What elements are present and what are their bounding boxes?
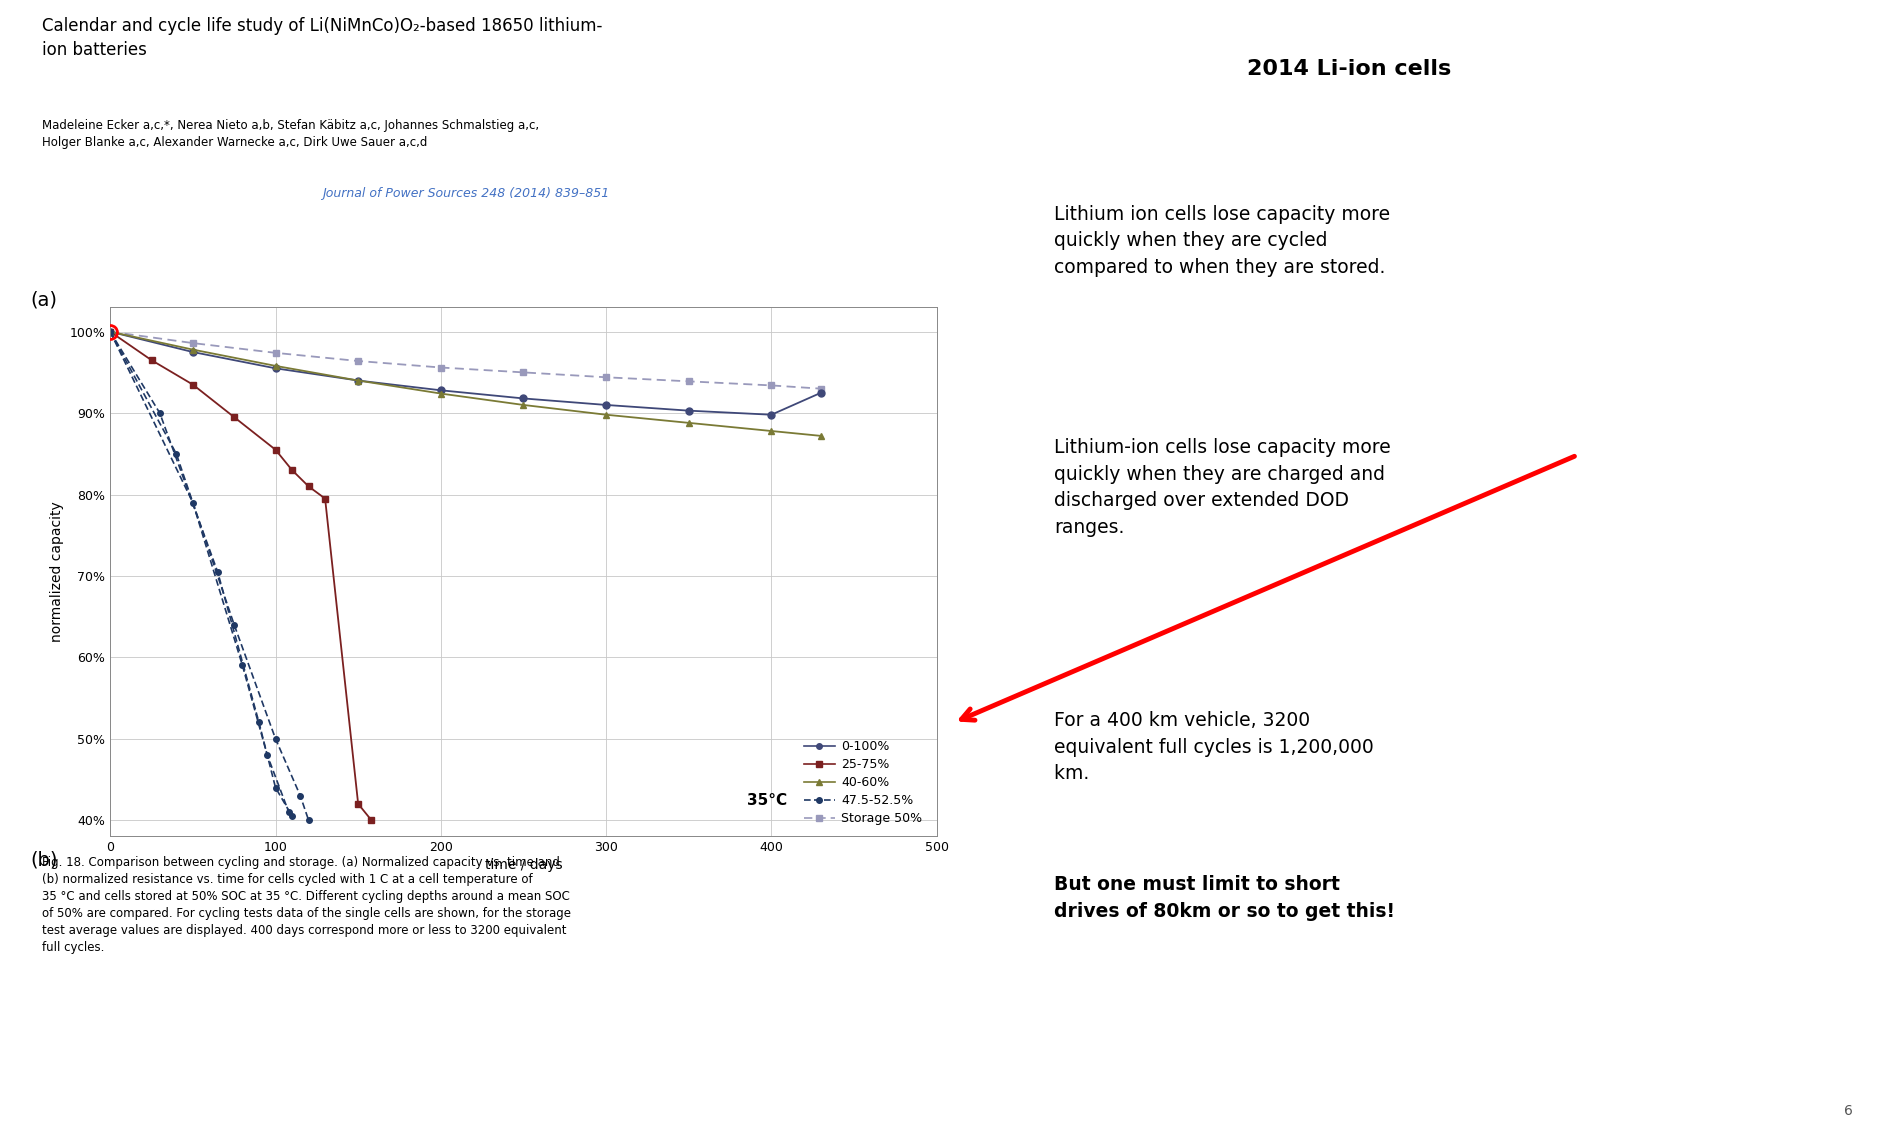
Text: Calendar and cycle life study of Li(NiMnCo)O₂-based 18650 lithium-
ion batteries: Calendar and cycle life study of Li(NiMn… — [42, 17, 602, 59]
0-100% — [429, 384, 452, 397]
25-75% — [180, 378, 205, 391]
25-75% — [99, 324, 122, 338]
0-100% — [180, 345, 205, 358]
Text: (b): (b) — [30, 850, 57, 869]
Storage 50% — [760, 379, 783, 393]
Storage 50% — [595, 371, 618, 385]
Text: For a 400 km vehicle, 3200
equivalent full cycles is 1,200,000
km.: For a 400 km vehicle, 3200 equivalent fu… — [1054, 711, 1374, 783]
0-100% — [760, 407, 783, 421]
Storage 50% — [511, 365, 536, 379]
40-60% — [809, 429, 832, 443]
0-100% — [595, 398, 618, 412]
25-75% — [281, 463, 304, 477]
0-100% — [99, 324, 122, 338]
25-75% — [141, 353, 163, 366]
Text: Journal of Power Sources 248 (2014) 839–851: Journal of Power Sources 248 (2014) 839–… — [321, 187, 610, 199]
40-60% — [264, 360, 287, 373]
25-75% — [359, 814, 382, 827]
47.5-52.5% — [148, 406, 171, 420]
40-60% — [595, 407, 618, 421]
25-75% — [296, 479, 319, 493]
Line: 25-75%: 25-75% — [106, 328, 374, 824]
X-axis label: time / days: time / days — [484, 858, 562, 873]
Legend: 0-100%, 25-75%, 40-60%, 47.5-52.5%, Storage 50%: 0-100%, 25-75%, 40-60%, 47.5-52.5%, Stor… — [804, 740, 921, 825]
Storage 50% — [264, 346, 287, 360]
Storage 50% — [676, 374, 699, 388]
40-60% — [760, 424, 783, 438]
Text: Lithium ion cells lose capacity more
quickly when they are cycled
compared to wh: Lithium ion cells lose capacity more qui… — [1054, 205, 1391, 277]
0-100% — [264, 362, 287, 376]
Line: 40-60%: 40-60% — [106, 328, 825, 439]
0-100% — [346, 373, 369, 387]
Line: 47.5-52.5%: 47.5-52.5% — [108, 329, 294, 819]
Text: 35°C: 35°C — [747, 793, 787, 808]
Text: 2014 Li-ion cells: 2014 Li-ion cells — [1246, 59, 1452, 80]
Storage 50% — [809, 382, 832, 396]
47.5-52.5% — [99, 324, 122, 338]
40-60% — [676, 417, 699, 430]
0-100% — [511, 391, 536, 405]
47.5-52.5% — [281, 809, 304, 823]
47.5-52.5% — [264, 781, 287, 794]
25-75% — [314, 492, 336, 505]
Text: But one must limit to short
drives of 80km or so to get this!: But one must limit to short drives of 80… — [1054, 875, 1395, 921]
Text: (a): (a) — [30, 290, 57, 310]
Text: Fig. 18. Comparison between cycling and storage. (a) Normalized capacity vs. tim: Fig. 18. Comparison between cycling and … — [42, 856, 570, 954]
25-75% — [264, 443, 287, 456]
25-75% — [222, 411, 245, 424]
Storage 50% — [99, 324, 122, 338]
25-75% — [346, 797, 369, 810]
FancyArrowPatch shape — [961, 456, 1575, 720]
0-100% — [676, 404, 699, 418]
0-100% — [809, 386, 832, 399]
40-60% — [346, 373, 369, 387]
Storage 50% — [429, 361, 452, 374]
Line: 0-100%: 0-100% — [106, 328, 825, 418]
Text: Madeleine Ecker a,c,*, Nerea Nieto a,b, Stefan Käbitz a,c, Johannes Schmalstieg : Madeleine Ecker a,c,*, Nerea Nieto a,b, … — [42, 119, 540, 149]
Y-axis label: normalized capacity: normalized capacity — [49, 502, 65, 642]
40-60% — [511, 398, 536, 412]
Line: Storage 50%: Storage 50% — [106, 328, 825, 393]
Storage 50% — [180, 336, 205, 349]
47.5-52.5% — [207, 564, 230, 578]
40-60% — [99, 324, 122, 338]
Storage 50% — [346, 354, 369, 368]
40-60% — [180, 343, 205, 356]
47.5-52.5% — [247, 716, 270, 729]
Text: Lithium-ion cells lose capacity more
quickly when they are charged and
discharge: Lithium-ion cells lose capacity more qui… — [1054, 438, 1391, 537]
40-60% — [429, 387, 452, 401]
Text: 6: 6 — [1843, 1104, 1852, 1118]
